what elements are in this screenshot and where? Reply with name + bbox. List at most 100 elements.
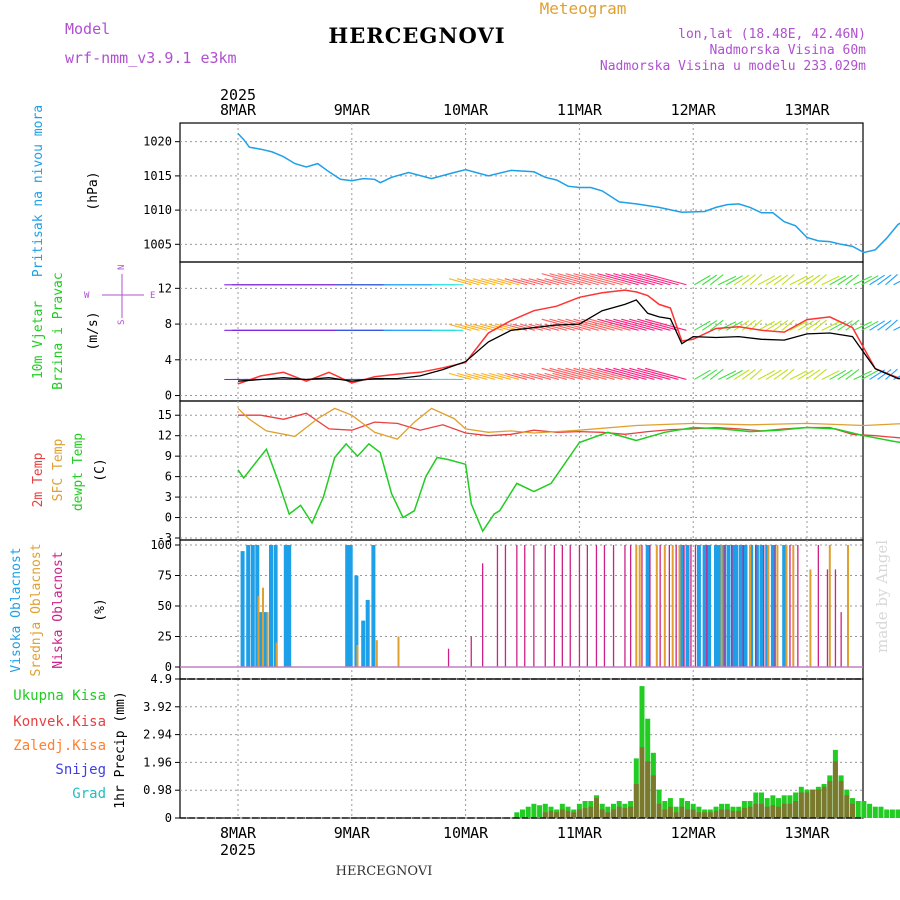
pressure-line <box>237 132 900 254</box>
wind-arrow <box>520 278 544 286</box>
year-top: 2025 <box>220 86 256 104</box>
wind-arrow <box>520 372 544 380</box>
precip-conv-bar <box>838 781 844 818</box>
wind-arrow <box>605 318 647 331</box>
wind-arrow <box>757 320 776 331</box>
x-tick-label-top: 13MAR <box>784 101 830 119</box>
precip-ylabel: 1hr Precip (mm) <box>113 691 128 808</box>
precip-conv-bar <box>667 806 673 818</box>
precip-conv-bar <box>832 761 838 818</box>
precip-legend-conv: Konvek.Kisa <box>13 714 106 730</box>
wind-arrow <box>717 321 737 331</box>
wind-arrow <box>597 367 639 380</box>
cloud-bar <box>717 545 722 667</box>
wind-arrow <box>544 372 568 380</box>
precip-conv-bar <box>571 812 577 818</box>
wind-arrow <box>893 326 900 331</box>
cloud-bar <box>348 545 353 667</box>
y-tick-label: 0.98 <box>143 783 172 797</box>
precip-conv-bar <box>787 803 793 818</box>
cloud-bar <box>776 545 779 667</box>
y-tick-label: 0 <box>165 511 172 525</box>
cloud-bar <box>754 545 759 667</box>
cloud-bar <box>365 599 370 667</box>
dewpt-label: dewpt Temp <box>71 433 86 511</box>
wind-arrow <box>701 369 718 380</box>
cloud-bar <box>770 545 775 667</box>
wind-arrow <box>456 278 480 286</box>
precip-conv-bar <box>719 809 725 818</box>
precip-conv-bar <box>650 775 656 818</box>
x-tick-label-top: 10MAR <box>443 101 489 119</box>
cloud-bar <box>638 545 641 667</box>
wind-arrow <box>853 275 872 286</box>
wind-arrow <box>637 318 679 331</box>
pressure-title: Pritisak na nivou mora <box>31 105 46 277</box>
model-label: Model <box>65 20 110 38</box>
precip-conv-bar <box>850 803 855 818</box>
wind-arrow <box>789 370 808 380</box>
pressure-ylabel: (hPa) <box>86 171 101 210</box>
wind-arrow <box>773 274 789 286</box>
cloud-bar <box>694 545 697 667</box>
wind-arrow <box>853 321 872 331</box>
cloud-bar <box>749 545 754 667</box>
wind-arrow <box>725 320 743 331</box>
precip-conv-bar <box>713 810 719 818</box>
cloud-bar <box>595 545 598 667</box>
x-tick-label-bottom: 11MAR <box>557 824 603 842</box>
temp-ylabel: (C) <box>93 458 108 481</box>
precip-conv-bar <box>576 809 582 818</box>
precip-conv-bar <box>599 809 605 818</box>
wind-arrow <box>829 275 847 286</box>
tempsfc-label: SFC Temp <box>51 439 66 502</box>
wind-arrow <box>709 319 724 331</box>
cloud-bar <box>675 545 677 667</box>
cloud-bar <box>797 545 799 667</box>
wind-arrow <box>749 273 763 286</box>
wind-arrow <box>813 274 827 286</box>
chart-type-title: Meteogram <box>540 0 627 18</box>
wind-arrow <box>877 369 892 380</box>
cloud-bar <box>809 569 812 667</box>
wind-arrow <box>581 367 623 380</box>
precip-conv-bar <box>542 812 548 818</box>
precip-total-bar <box>861 801 867 818</box>
precip-total-bar <box>520 809 525 818</box>
cloud-bar <box>263 612 268 667</box>
precip-conv-bar <box>685 809 690 818</box>
wind-arrow <box>504 372 528 380</box>
wind-arrow <box>733 320 750 331</box>
precip-conv-bar <box>821 786 827 818</box>
precip-conv-bar <box>628 806 634 818</box>
cloud-ylabel: (%) <box>93 598 108 621</box>
cloud-bar <box>516 545 518 667</box>
wind-arrow <box>694 275 711 286</box>
wind-arrow <box>805 369 821 380</box>
cloud-mid-label: Srednja Oblacnost <box>29 543 44 676</box>
panel-frame-0 <box>179 122 864 263</box>
precip-total-bar <box>525 806 531 818</box>
cloud-bar <box>679 545 684 667</box>
cloud-bar <box>246 545 251 667</box>
precip-conv-bar <box>804 792 810 818</box>
wind-arrow <box>549 367 591 380</box>
cloud-bar <box>671 545 674 667</box>
wind-arrow <box>472 323 496 331</box>
cloud-bar <box>834 569 837 667</box>
wind-arrow <box>565 273 607 286</box>
y-tick-label: 0 <box>165 389 172 403</box>
wind-arrow <box>496 278 520 286</box>
cloud-bar <box>707 545 712 667</box>
precip-conv-bar <box>730 810 736 818</box>
wind-arrow <box>480 372 504 380</box>
compass-north: N <box>117 265 127 270</box>
y-tick-label: 1005 <box>143 237 172 251</box>
wind-arrow <box>821 275 840 286</box>
wind-arrow <box>613 318 655 331</box>
cloud-bar <box>782 545 787 667</box>
wind-arrow <box>565 318 607 331</box>
precip-conv-bar <box>770 805 776 818</box>
precip-conv-bar <box>645 761 651 818</box>
wind-arrow <box>605 367 647 380</box>
